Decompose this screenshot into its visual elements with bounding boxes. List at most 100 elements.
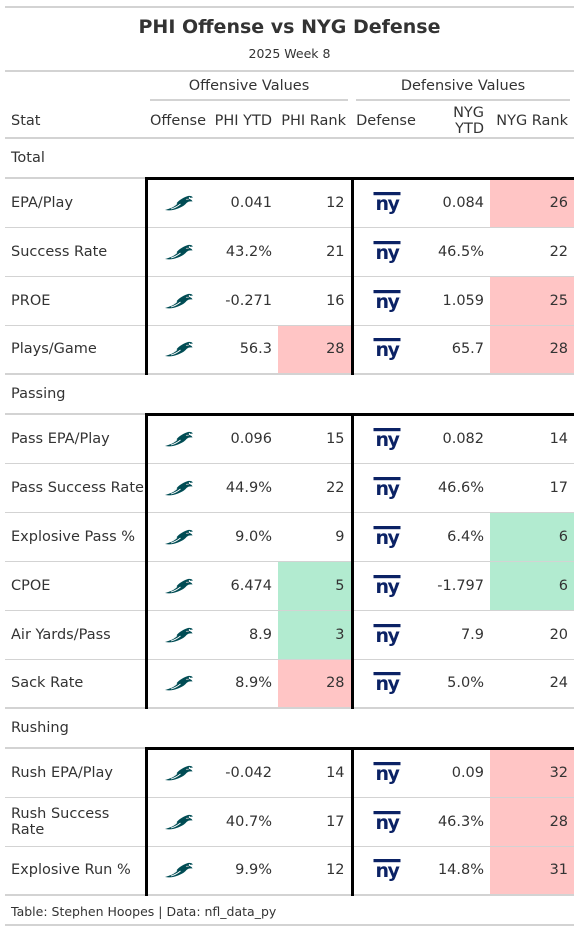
svg-text:ny: ny	[375, 860, 400, 882]
phi-rank-value: 12	[278, 846, 353, 896]
giants-ny-logo-icon: ny	[350, 610, 421, 660]
spanner-empty	[5, 71, 146, 105]
svg-text:ny: ny	[375, 625, 400, 647]
giants-ny-logo-icon: ny	[350, 746, 421, 798]
nyg-rank-value: 6	[490, 512, 575, 562]
group-label: Total	[5, 138, 575, 179]
nyg-ytd-value: 46.6%	[420, 463, 491, 513]
stat-label: PROE	[5, 276, 146, 326]
spanner-defensive: Defensive Values	[352, 71, 574, 105]
nyg-ytd-value: 1.059	[420, 276, 491, 326]
eagles-logo-icon	[144, 846, 210, 896]
giants-ny-logo-icon: ny	[350, 227, 421, 277]
nyg-ytd-value: 0.082	[420, 412, 491, 464]
giants-ny-logo-icon: ny	[350, 176, 421, 228]
giants-ny-logo-icon: ny	[350, 412, 421, 464]
phi-rank-value: 15	[278, 412, 353, 464]
col-header-phi-rank: PHI Rank	[278, 105, 353, 139]
nyg-ytd-value: 14.8%	[420, 846, 491, 896]
col-header-phi-ytd: PHI YTD	[210, 105, 278, 139]
phi-ytd-value: 9.0%	[210, 512, 278, 562]
group-row-total: Total	[5, 138, 575, 179]
stat-label: Pass EPA/Play	[5, 414, 146, 464]
col-header-stat: Stat	[5, 105, 146, 139]
nyg-ytd-value: 0.09	[420, 746, 491, 798]
eagles-logo-icon	[144, 463, 210, 513]
phi-rank-value: 16	[278, 276, 353, 326]
table-row: Pass EPA/Play 0.096 15 ny 0.082 14	[5, 412, 575, 464]
nyg-rank-value: 28	[490, 325, 575, 375]
stat-label: Sack Rate	[5, 659, 146, 709]
phi-rank-value: 17	[278, 797, 353, 847]
group-label: Rushing	[5, 708, 575, 749]
table-body: Total EPA/Play 0.041 12 ny 0.084 26 Success Rat…	[5, 138, 575, 896]
svg-text:ny: ny	[375, 339, 400, 361]
eagles-logo-icon	[144, 512, 210, 562]
nyg-ytd-value: 0.084	[420, 176, 491, 228]
spanner-row: Offensive Values Defensive Values	[5, 71, 575, 105]
table-row: Success Rate 43.2% 21 ny 46.5% 22	[5, 227, 575, 277]
giants-ny-logo-icon: ny	[350, 463, 421, 513]
phi-ytd-value: 56.3	[210, 325, 278, 375]
nyg-rank-value: 6	[490, 561, 575, 611]
eagles-logo-icon	[144, 610, 210, 660]
phi-ytd-value: -0.271	[210, 276, 278, 326]
stat-label: Rush Success Rate	[5, 797, 146, 847]
stat-label: CPOE	[5, 561, 146, 611]
table-row: Rush EPA/Play -0.042 14 ny 0.09 32	[5, 746, 575, 798]
nyg-rank-value: 22	[490, 227, 575, 277]
spanner-defensive-label: Defensive Values	[356, 78, 571, 101]
spanner-offensive: Offensive Values	[146, 71, 352, 105]
nyg-rank-value: 28	[490, 797, 575, 847]
table-source-note: Table: Stephen Hoopes | Data: nfl_data_p…	[5, 896, 574, 926]
phi-ytd-value: 40.7%	[210, 797, 278, 847]
table-title: PHI Offense vs NYG Defense	[138, 16, 441, 38]
nyg-rank-value: 20	[490, 610, 575, 660]
eagles-logo-icon	[144, 561, 210, 611]
nyg-ytd-value: 5.0%	[420, 659, 491, 709]
nyg-rank-value: 26	[490, 176, 575, 228]
nyg-ytd-value: 7.9	[420, 610, 491, 660]
table-row: EPA/Play 0.041 12 ny 0.084 26	[5, 176, 575, 228]
nyg-ytd-value: -1.797	[420, 561, 491, 611]
table-row: Plays/Game 56.3 28 ny 65.7 28	[5, 325, 575, 375]
eagles-logo-icon	[144, 325, 210, 375]
table-subtitle: 2025 Week 8	[248, 46, 331, 61]
nyg-ytd-value: 46.5%	[420, 227, 491, 277]
phi-rank-value: 3	[278, 610, 353, 660]
nyg-rank-value: 25	[490, 276, 575, 326]
stat-label: Pass Success Rate	[5, 463, 146, 513]
group-label: Passing	[5, 374, 575, 415]
stats-table-container: PHI Offense vs NYG Defense 2025 Week 8 O…	[5, 6, 575, 926]
col-header-offense: Offense	[146, 105, 210, 139]
phi-rank-value: 5	[278, 561, 353, 611]
svg-text:ny: ny	[375, 527, 400, 549]
eagles-logo-icon	[144, 659, 210, 709]
phi-rank-value: 14	[278, 746, 353, 798]
svg-text:ny: ny	[375, 242, 400, 264]
phi-ytd-value: 8.9	[210, 610, 278, 660]
giants-ny-logo-icon: ny	[350, 846, 421, 896]
nyg-rank-value: 17	[490, 463, 575, 513]
table-row: Explosive Pass % 9.0% 9 ny 6.4% 6	[5, 512, 575, 562]
table-row: Rush Success Rate 40.7% 17 ny 46.3% 28	[5, 797, 575, 847]
nyg-rank-value: 31	[490, 846, 575, 896]
giants-ny-logo-icon: ny	[350, 659, 421, 709]
phi-rank-value: 22	[278, 463, 353, 513]
phi-ytd-value: 44.9%	[210, 463, 278, 513]
eagles-logo-icon	[144, 227, 210, 277]
giants-ny-logo-icon: ny	[350, 276, 421, 326]
svg-text:ny: ny	[375, 429, 400, 451]
eagles-logo-icon	[144, 412, 210, 464]
group-row-passing: Passing	[5, 374, 575, 415]
giants-ny-logo-icon: ny	[350, 797, 421, 847]
eagles-logo-icon	[144, 797, 210, 847]
stat-label: Air Yards/Pass	[5, 610, 146, 660]
nyg-ytd-value: 6.4%	[420, 512, 491, 562]
nyg-rank-value: 32	[490, 746, 575, 798]
svg-text:ny: ny	[375, 763, 400, 785]
group-row-rushing: Rushing	[5, 708, 575, 749]
stat-label: Explosive Pass %	[5, 512, 146, 562]
phi-ytd-value: 0.096	[210, 412, 278, 464]
phi-ytd-value: 6.474	[210, 561, 278, 611]
